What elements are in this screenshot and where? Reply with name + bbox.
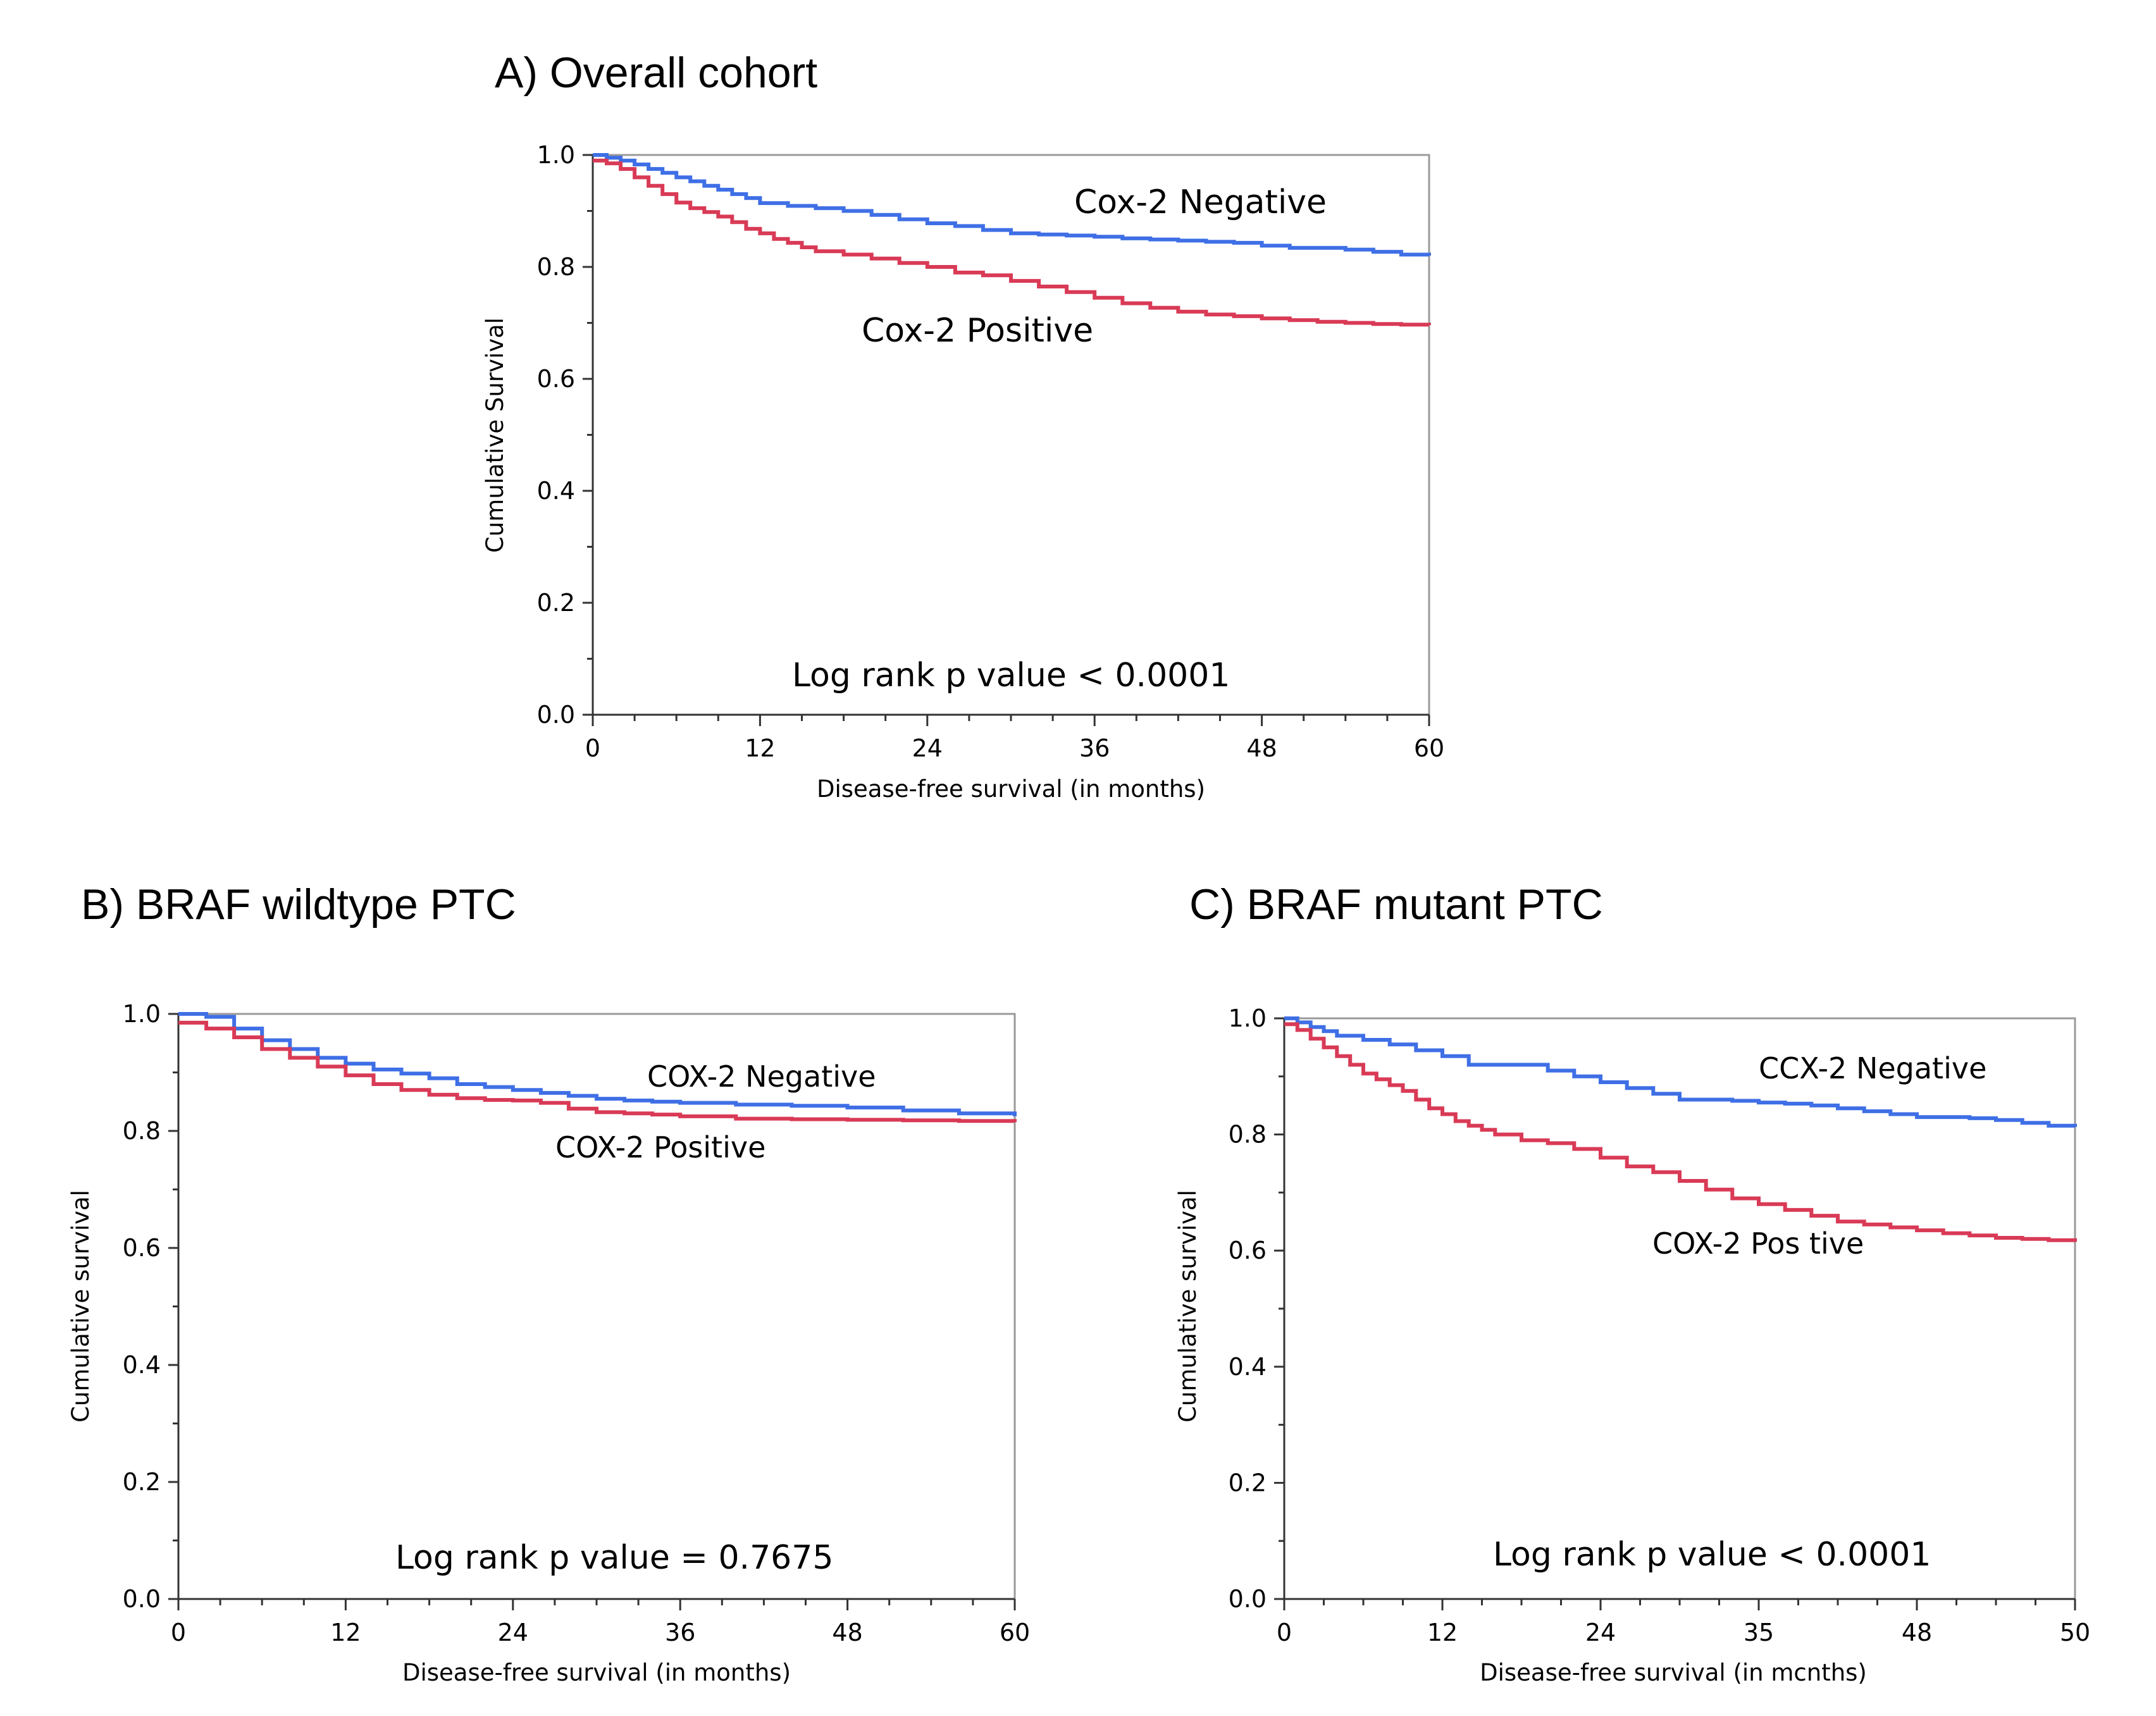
y-tick-label: 0.8 [537, 253, 575, 281]
km-curve-positive [593, 158, 1431, 327]
panel-overall-cohort: A) Overall cohort 0.0 0.2 0.4 0.6 0.8 1.0 0 12 2… [481, 49, 1444, 803]
x-tick-label: 50 [2060, 1619, 2090, 1646]
x-tick-label: 48 [1246, 734, 1277, 762]
y-tick-label: 0.8 [123, 1117, 161, 1145]
log-rank-annotation: Log rank p value < 0.0001 [1493, 1536, 1931, 1574]
km-curve-positive [178, 1020, 1017, 1123]
y-tick-label: 1.0 [1229, 1004, 1267, 1032]
y-tick-label: 0.0 [1229, 1585, 1267, 1613]
x-tick-label: 60 [1000, 1619, 1030, 1646]
panel-title: B) BRAF wildtype PTC [81, 880, 516, 929]
axes: 0.0 0.2 0.4 0.6 0.8 1.0 0 12 24 36 48 60 [537, 141, 1445, 762]
curves [1284, 1016, 2077, 1242]
series-label-positive: COX-2 Pos tive [1652, 1226, 1864, 1261]
x-tick-label: 0 [1277, 1619, 1292, 1646]
y-axis-title: Cumulative survival [1174, 1190, 1201, 1423]
x-axis-title: Disease-free survival (in months) [402, 1659, 791, 1686]
log-rank-annotation: Log rank p value = 0.7675 [395, 1539, 833, 1577]
x-axis-title: Disease-free survival (in months) [817, 775, 1205, 803]
y-tick-label: 1.0 [537, 141, 575, 169]
panel-braf-mutant: C) BRAF mutant PTC 0.0 0.2 0.4 0.6 0.8 1.0 0 12… [1174, 880, 2090, 1686]
plot-frame [177, 1013, 1016, 1600]
x-tick-label: 24 [498, 1619, 528, 1646]
y-tick-label: 0.4 [123, 1351, 161, 1379]
x-tick-label: 24 [912, 734, 943, 762]
km-curve-negative [178, 1012, 1017, 1116]
series-label-positive: COX-2 Positive [555, 1130, 765, 1164]
x-tick-label: 12 [745, 734, 775, 762]
x-tick-label: 48 [832, 1619, 862, 1646]
y-tick-label: 0.6 [537, 365, 575, 393]
panel-braf-wildtype: B) BRAF wildtype PTC 0.00.20.40.60.81.00… [67, 880, 1030, 1686]
axes: 0.0 0.2 0.4 0.6 0.8 1.0 0 12 24 35 48 50 [1229, 1004, 2091, 1646]
y-axis-title: Cumulative Survival [481, 318, 509, 553]
series-label-negative: COX-2 Negative [647, 1059, 876, 1094]
y-tick-label: 0.0 [537, 701, 575, 729]
x-axis-title: Disease-free survival (in mcnths) [1480, 1659, 1867, 1686]
panel-title: A) Overall cohort [495, 49, 817, 97]
y-tick-label: 0.2 [537, 589, 575, 617]
y-tick-label: 0.8 [1229, 1121, 1267, 1149]
km-curve-negative [1284, 1016, 2077, 1128]
x-tick-label: 0 [171, 1619, 186, 1646]
curves [593, 153, 1431, 327]
plot-frame [592, 154, 1430, 716]
x-tick-label: 48 [1902, 1619, 1932, 1646]
log-rank-annotation: Log rank p value < 0.0001 [792, 657, 1230, 694]
y-tick-label: 0.2 [1229, 1469, 1267, 1497]
km-curve-positive [1284, 1022, 2077, 1242]
x-tick-label: 24 [1585, 1619, 1616, 1646]
series-label-positive: Cox-2 Positive [862, 312, 1093, 350]
x-tick-label: 35 [1744, 1619, 1774, 1646]
curves [178, 1012, 1017, 1123]
y-tick-label: 0.6 [1229, 1237, 1267, 1264]
y-tick-label: 0.2 [123, 1468, 161, 1496]
y-tick-label: 0.4 [1229, 1353, 1267, 1381]
series-label-negative: CCX-2 Negative [1759, 1051, 1986, 1085]
y-tick-label: 1.0 [123, 1000, 161, 1028]
panel-title: C) BRAF mutant PTC [1189, 880, 1603, 929]
km-curve-negative [593, 153, 1431, 257]
y-tick-label: 0.6 [123, 1234, 161, 1262]
x-tick-label: 60 [1414, 734, 1444, 762]
x-tick-label: 12 [1427, 1619, 1458, 1646]
x-tick-label: 0 [585, 734, 600, 762]
y-tick-label: 0.4 [537, 477, 575, 505]
x-tick-label: 12 [330, 1619, 361, 1646]
plot-frame [1283, 1017, 2076, 1600]
y-axis-title: Cumulative survival [67, 1190, 94, 1423]
x-tick-label: 36 [665, 1619, 695, 1646]
axes: 0.0 0.2 0.4 0.6 0.8 1.0 0 12 24 36 48 60 [123, 1000, 1031, 1646]
y-tick-label: 0.0 [123, 1585, 161, 1613]
x-tick-label: 36 [1079, 734, 1110, 762]
series-label-negative: Cox-2 Negative [1074, 183, 1327, 221]
